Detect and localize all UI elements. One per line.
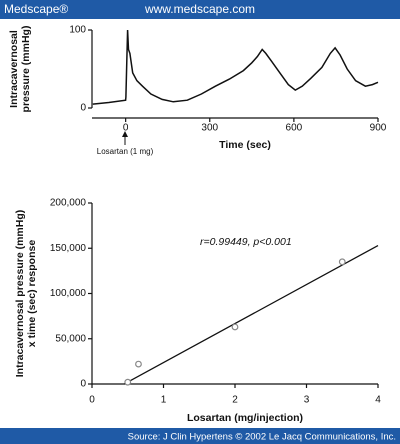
x-tick-label: 1 — [161, 395, 167, 406]
point — [231, 323, 239, 331]
annotation: Losartan (1 mg) — [97, 147, 154, 156]
annotation: r=0.99449, p<0.001 — [200, 236, 292, 248]
pressure-line — [92, 29, 379, 105]
x-tick-label: 300 — [201, 123, 218, 134]
y-tick-label: 100,000 — [50, 288, 87, 299]
y-tick-label: 50,000 — [55, 333, 86, 344]
y-tick-label: 150,000 — [50, 243, 87, 254]
x-axis-title: Time (sec) — [219, 139, 271, 151]
x-tick-label: 0 — [123, 123, 129, 134]
x-tick-label: 3 — [304, 395, 310, 406]
y-axis-title: Intracavernosal pressure (mmHg) — [14, 210, 26, 377]
footer-bar — [0, 428, 400, 444]
x-tick-label: 600 — [286, 123, 303, 134]
y-tick-label: 0 — [80, 379, 86, 390]
brand: Medscape® — [4, 2, 68, 16]
point — [135, 360, 142, 368]
url: www.medscape.com — [144, 2, 255, 16]
y-tick-label: 200,000 — [50, 198, 87, 209]
x-axis-title: Losartan (mg/injection) — [187, 412, 303, 424]
x-tick-label: 900 — [370, 123, 387, 134]
x-tick-label: 2 — [232, 395, 238, 406]
y-axis-title: Intracavernosal — [8, 30, 20, 108]
point — [124, 378, 132, 386]
fit-line — [123, 244, 379, 385]
y-tick-label: 0 — [80, 103, 86, 114]
x-tick-label: 4 — [375, 395, 381, 406]
y-tick-label: 100 — [69, 25, 86, 36]
footer: Source: J Clin Hypertens © 2002 Le Jacq … — [128, 432, 396, 443]
header-bar — [0, 0, 400, 19]
point — [338, 258, 346, 266]
y-axis-title: pressure (mmHg) — [20, 26, 32, 113]
y-axis-title: x time (sec) response — [26, 240, 38, 348]
x-tick-label: 0 — [89, 395, 95, 406]
arrow-head — [122, 131, 128, 137]
